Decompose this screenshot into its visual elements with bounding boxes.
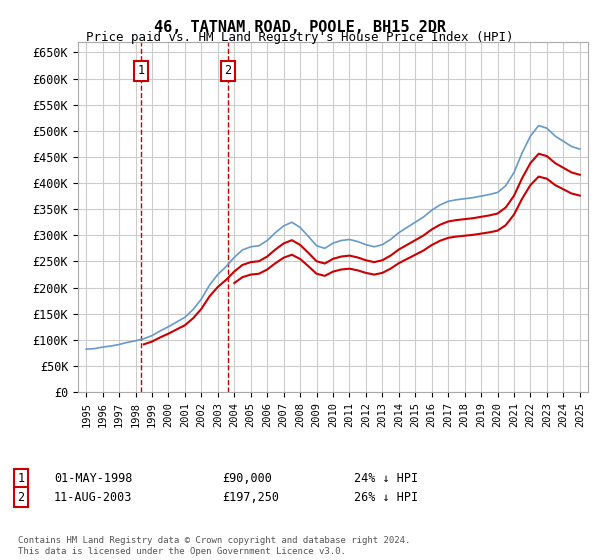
Text: 46, TATNAM ROAD, POOLE, BH15 2DR: 46, TATNAM ROAD, POOLE, BH15 2DR [154, 20, 446, 35]
Text: 26% ↓ HPI: 26% ↓ HPI [354, 491, 418, 504]
Text: £197,250: £197,250 [222, 491, 279, 504]
Text: 24% ↓ HPI: 24% ↓ HPI [354, 472, 418, 486]
Text: 2: 2 [224, 64, 232, 77]
Text: Contains HM Land Registry data © Crown copyright and database right 2024.
This d: Contains HM Land Registry data © Crown c… [18, 536, 410, 556]
Text: 1: 1 [137, 64, 145, 77]
Text: Price paid vs. HM Land Registry's House Price Index (HPI): Price paid vs. HM Land Registry's House … [86, 31, 514, 44]
Text: £90,000: £90,000 [222, 472, 272, 486]
Text: 2: 2 [17, 491, 25, 504]
Text: 01-MAY-1998: 01-MAY-1998 [54, 472, 133, 486]
Text: 1: 1 [17, 472, 25, 486]
Text: 11-AUG-2003: 11-AUG-2003 [54, 491, 133, 504]
